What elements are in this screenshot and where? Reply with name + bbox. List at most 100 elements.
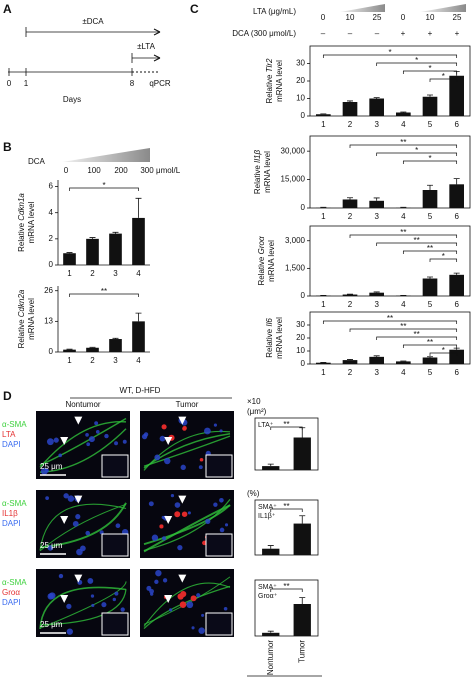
bar [316, 362, 331, 364]
panel-letter: D [3, 389, 12, 403]
significance-bracket [376, 152, 458, 156]
significance-bracket [69, 187, 139, 191]
inset [205, 454, 233, 478]
x-tick-label: 5 [428, 212, 433, 221]
dose-ramp [340, 4, 385, 12]
nucleus [85, 433, 89, 437]
bar [293, 604, 311, 636]
error-bar [135, 312, 142, 322]
x-tick-label: 4 [401, 120, 406, 129]
nucleus [101, 602, 107, 608]
nucleus [122, 439, 127, 444]
x-tick-label: 5 [428, 368, 433, 377]
x-tick-label: 4 [136, 356, 141, 365]
nucleus [45, 496, 50, 500]
arrowhead [164, 516, 173, 524]
nucleus [159, 435, 166, 442]
nucleus [213, 423, 218, 427]
day-label: 8 [130, 79, 135, 88]
x-tick-label: 6 [454, 212, 459, 221]
bar [422, 357, 438, 364]
nucleus [114, 441, 119, 446]
inset [101, 612, 129, 636]
nucleus [205, 518, 211, 524]
y-axis-label: Relative Il1β [253, 149, 262, 194]
y-axis-label: mRNA level [263, 151, 272, 193]
sma-fiber [143, 499, 231, 552]
plot-frame [309, 225, 471, 297]
unit-label: ×10 [247, 397, 261, 406]
lta-dose: 10 [346, 13, 355, 22]
x-tick-label: 3 [374, 300, 379, 309]
y-axis-label: mRNA level [27, 298, 36, 340]
bar [293, 523, 311, 555]
nucleus [203, 427, 211, 435]
error-bar [89, 237, 96, 239]
bar [342, 294, 358, 296]
nucleus [48, 592, 56, 600]
significance-label: ** [283, 502, 289, 511]
nucleus [91, 603, 95, 608]
nucleus [161, 536, 167, 541]
x-tick-label: 5 [428, 120, 433, 129]
dose-label: 0 [64, 166, 69, 175]
nucleus [99, 530, 104, 535]
box-label: Groα⁺ [258, 593, 278, 600]
bar [109, 339, 122, 352]
arrowhead [178, 416, 187, 425]
significance-label: * [388, 48, 391, 57]
x-tick-label: 6 [454, 300, 459, 309]
days-label: Days [63, 95, 81, 104]
nucleus [94, 421, 99, 426]
panel-letter: A [3, 2, 12, 16]
inset [101, 533, 129, 557]
significance-label: ** [427, 338, 433, 347]
y-tick-label: 30,000 [281, 146, 306, 155]
y-tick-label: 0 [301, 291, 306, 300]
bar [449, 349, 464, 364]
plot-frame [254, 499, 319, 556]
arrow-head [153, 28, 161, 36]
nucleus [161, 515, 165, 519]
arrowhead [164, 437, 173, 445]
nucleus [155, 569, 162, 577]
channel-label: LTA [2, 430, 16, 439]
dose-ramp [62, 148, 150, 162]
bar [293, 437, 311, 470]
x-tick-label: 2 [348, 120, 353, 129]
error-bar [400, 111, 407, 113]
bar [422, 278, 438, 296]
stain [182, 426, 187, 431]
bar [86, 238, 99, 265]
x-tick-label: 1 [321, 368, 326, 377]
channel-label: Groα [2, 588, 20, 597]
y-axis-label: mRNA level [275, 317, 284, 359]
nucleus [219, 429, 223, 433]
error-bar [400, 206, 407, 208]
significance-bracket [69, 293, 139, 297]
bar [369, 200, 384, 208]
bar [342, 199, 358, 208]
nucleus [86, 442, 91, 447]
significance-bracket [270, 508, 303, 512]
y-axis-label: Relative Groα [257, 236, 266, 285]
nucleus [196, 593, 201, 598]
y-tick-label: 0 [301, 359, 306, 368]
arrowhead [74, 574, 83, 583]
nucleus [88, 436, 95, 443]
lta-label: ±LTA [137, 42, 156, 51]
significance-label: ** [387, 314, 393, 323]
y-axis-label: Relative Il6 [265, 318, 274, 358]
error-bar [267, 545, 274, 549]
sma-fiber [39, 581, 127, 629]
inset [101, 454, 129, 478]
error-bar [453, 347, 460, 350]
y-axis-label: Relative Cdkn1a [17, 193, 26, 252]
scale-bar-label: 25 μm [40, 541, 63, 550]
bar [422, 190, 438, 208]
channel-label: α-SMA [2, 420, 27, 429]
significance-label: ** [414, 236, 420, 245]
box-label: SMA⁺ [258, 584, 277, 591]
nucleus [87, 577, 94, 584]
day-label: 1 [24, 79, 29, 88]
